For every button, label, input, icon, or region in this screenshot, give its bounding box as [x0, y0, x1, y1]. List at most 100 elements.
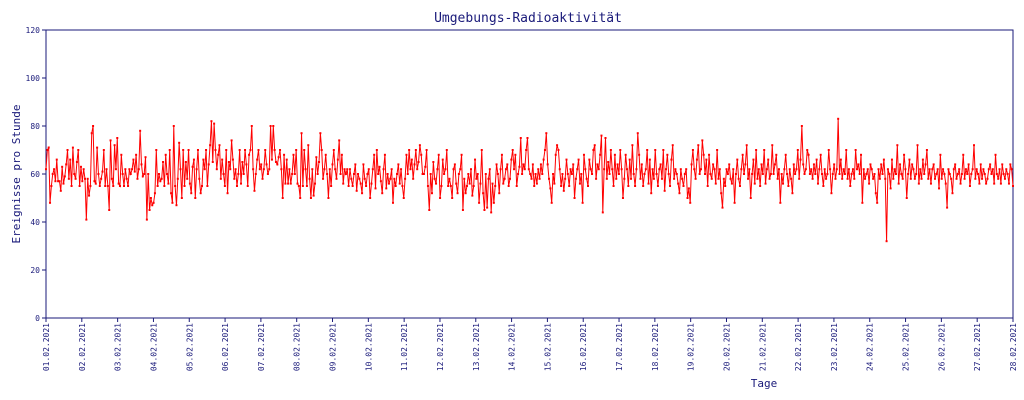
- data-point: [942, 168, 945, 171]
- data-point: [270, 158, 273, 161]
- data-point: [812, 163, 815, 166]
- x-tick-label: 10.02.2021: [364, 323, 373, 371]
- data-point: [983, 173, 986, 175]
- data-point: [420, 153, 423, 156]
- data-point: [55, 158, 58, 161]
- data-point: [517, 173, 520, 175]
- data-point: [591, 173, 594, 175]
- data-point: [617, 173, 620, 175]
- data-point: [694, 177, 697, 180]
- data-point: [940, 177, 943, 180]
- data-point: [819, 153, 822, 156]
- data-point: [435, 182, 438, 185]
- data-point: [974, 177, 977, 180]
- data-point: [730, 182, 733, 185]
- data-point: [285, 158, 288, 161]
- data-point: [648, 158, 651, 161]
- data-point: [428, 209, 431, 211]
- data-point: [510, 158, 513, 161]
- data-point: [455, 182, 458, 185]
- x-tick-label: 15.02.2021: [543, 323, 552, 371]
- data-point: [630, 177, 633, 180]
- data-point: [946, 206, 949, 209]
- data-point: [265, 163, 268, 166]
- data-point: [747, 177, 750, 180]
- data-point: [556, 144, 559, 147]
- data-point: [706, 185, 709, 187]
- data-point: [293, 173, 296, 175]
- data-point: [877, 168, 880, 171]
- data-point: [729, 177, 732, 180]
- data-point: [768, 177, 771, 180]
- data-point: [426, 185, 429, 187]
- data-point: [734, 173, 737, 175]
- data-point: [266, 173, 269, 175]
- data-point: [467, 173, 470, 175]
- data-point: [390, 168, 393, 171]
- data-point: [256, 158, 259, 161]
- data-point: [391, 201, 394, 204]
- data-point: [144, 156, 147, 159]
- data-point: [152, 201, 155, 204]
- data-point: [713, 168, 716, 171]
- data-point: [346, 168, 349, 171]
- data-point: [327, 197, 330, 199]
- data-point: [405, 153, 408, 156]
- data-point: [678, 192, 681, 195]
- data-point: [268, 168, 271, 171]
- data-point: [457, 173, 460, 175]
- data-point: [791, 192, 794, 195]
- data-point: [343, 168, 346, 171]
- data-point: [65, 163, 68, 166]
- data-point: [113, 144, 116, 147]
- x-tick-label: 08.02.2021: [293, 323, 302, 371]
- data-point: [156, 185, 159, 187]
- data-point: [717, 177, 720, 180]
- data-point: [410, 158, 413, 161]
- data-point: [818, 168, 821, 171]
- data-point: [760, 163, 763, 166]
- data-point: [50, 185, 53, 187]
- data-point: [300, 132, 303, 135]
- data-point: [227, 161, 230, 163]
- data-point: [646, 149, 649, 151]
- data-point: [529, 173, 532, 175]
- data-point: [509, 177, 511, 180]
- data-point: [184, 161, 187, 163]
- data-point: [842, 168, 845, 171]
- data-point: [697, 144, 700, 147]
- data-point: [987, 168, 990, 171]
- data-point: [548, 177, 550, 180]
- data-point: [385, 187, 388, 190]
- data-point: [978, 182, 981, 185]
- data-point: [203, 168, 206, 171]
- data-point: [260, 163, 263, 166]
- data-point: [362, 163, 365, 166]
- data-point: [565, 158, 568, 161]
- data-point: [155, 149, 158, 151]
- data-point: [393, 177, 396, 180]
- data-point: [810, 168, 813, 171]
- data-point: [894, 173, 897, 175]
- data-point: [433, 177, 436, 180]
- data-point: [670, 158, 673, 161]
- data-point: [724, 185, 727, 187]
- data-point: [449, 185, 452, 187]
- data-point: [422, 173, 425, 175]
- data-point: [257, 149, 260, 151]
- data-point: [955, 177, 958, 180]
- data-point: [950, 177, 953, 180]
- data-point: [718, 168, 721, 171]
- data-point: [912, 168, 915, 171]
- data-point: [771, 144, 774, 147]
- data-point: [430, 192, 433, 195]
- data-point: [162, 161, 165, 163]
- data-point: [860, 153, 863, 156]
- data-point: [370, 182, 373, 185]
- data-point: [498, 192, 501, 195]
- data-point: [767, 158, 770, 161]
- data-point: [304, 168, 307, 171]
- data-point: [452, 168, 455, 171]
- data-point: [244, 149, 247, 151]
- data-point: [179, 168, 182, 171]
